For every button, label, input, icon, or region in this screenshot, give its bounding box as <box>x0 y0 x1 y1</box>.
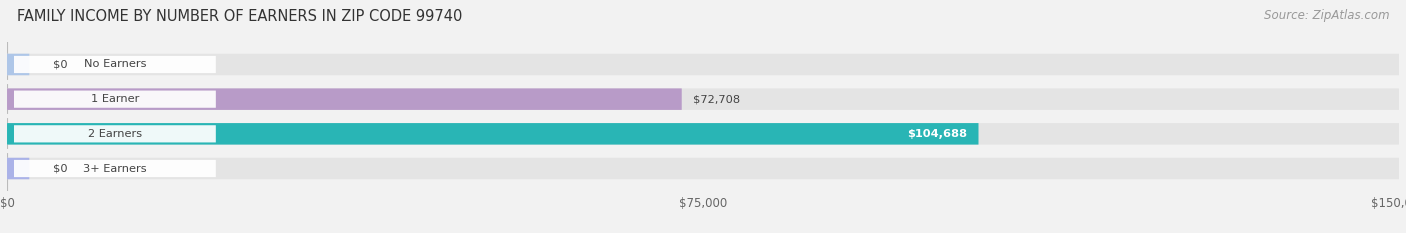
FancyBboxPatch shape <box>14 91 217 108</box>
Text: $72,708: $72,708 <box>693 94 740 104</box>
Text: Source: ZipAtlas.com: Source: ZipAtlas.com <box>1264 9 1389 22</box>
FancyBboxPatch shape <box>14 160 217 177</box>
Text: 2 Earners: 2 Earners <box>87 129 142 139</box>
FancyBboxPatch shape <box>14 125 217 142</box>
Text: $0: $0 <box>53 164 67 174</box>
FancyBboxPatch shape <box>7 54 1399 75</box>
FancyBboxPatch shape <box>7 88 1399 110</box>
Text: $0: $0 <box>53 59 67 69</box>
FancyBboxPatch shape <box>7 54 30 75</box>
FancyBboxPatch shape <box>7 88 682 110</box>
Text: FAMILY INCOME BY NUMBER OF EARNERS IN ZIP CODE 99740: FAMILY INCOME BY NUMBER OF EARNERS IN ZI… <box>17 9 463 24</box>
Text: 1 Earner: 1 Earner <box>91 94 139 104</box>
FancyBboxPatch shape <box>7 123 1399 145</box>
FancyBboxPatch shape <box>7 123 979 145</box>
Text: No Earners: No Earners <box>83 59 146 69</box>
FancyBboxPatch shape <box>7 158 1399 179</box>
Text: 3+ Earners: 3+ Earners <box>83 164 146 174</box>
FancyBboxPatch shape <box>7 158 30 179</box>
FancyBboxPatch shape <box>14 56 217 73</box>
Text: $104,688: $104,688 <box>907 129 967 139</box>
